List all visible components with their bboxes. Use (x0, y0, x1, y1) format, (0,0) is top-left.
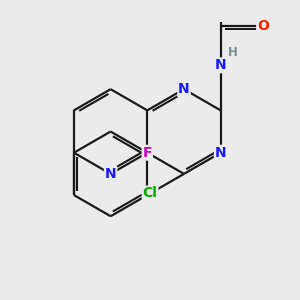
Text: N: N (215, 58, 226, 72)
Text: N: N (178, 82, 190, 96)
Text: O: O (257, 19, 269, 33)
Text: F: F (142, 146, 152, 160)
Text: H: H (228, 46, 238, 59)
Text: N: N (215, 146, 226, 160)
Text: N: N (105, 167, 116, 181)
Text: Cl: Cl (143, 186, 158, 200)
